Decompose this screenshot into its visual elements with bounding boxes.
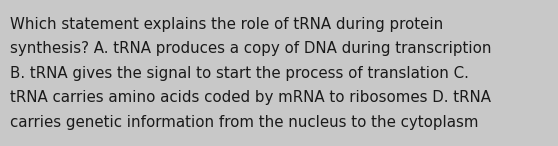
Text: Which statement explains the role of tRNA during protein: Which statement explains the role of tRN… [10,17,443,32]
Text: tRNA carries amino acids coded by mRNA to ribosomes D. tRNA: tRNA carries amino acids coded by mRNA t… [10,90,491,105]
Text: synthesis? A. tRNA produces a copy of DNA during transcription: synthesis? A. tRNA produces a copy of DN… [10,41,492,56]
Text: carries genetic information from the nucleus to the cytoplasm: carries genetic information from the nuc… [10,115,479,130]
Text: B. tRNA gives the signal to start the process of translation C.: B. tRNA gives the signal to start the pr… [10,66,469,81]
